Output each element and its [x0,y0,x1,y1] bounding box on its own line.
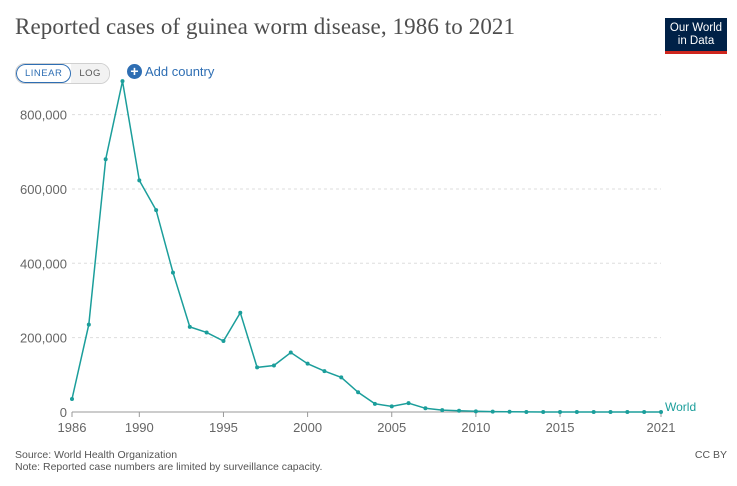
data-point[interactable] [625,409,630,414]
data-point[interactable] [288,350,293,355]
data-point[interactable] [305,361,310,366]
data-point[interactable] [103,157,108,162]
scale-toggle: LINEAR LOG [15,63,110,84]
x-tick-label: 2021 [647,420,676,435]
x-tick-label: 2010 [461,420,490,435]
data-point[interactable] [642,409,647,414]
data-point[interactable] [271,363,276,368]
data-point[interactable] [70,396,74,401]
y-tick-label: 200,000 [20,331,67,346]
footer-notes: Source: World Health Organization Note: … [15,449,322,473]
data-point[interactable] [86,322,91,327]
linear-scale-button[interactable]: LINEAR [16,64,72,83]
x-tick-label: 2015 [546,420,575,435]
data-point[interactable] [574,409,579,414]
data-point[interactable] [406,401,411,406]
data-point[interactable] [524,409,529,414]
data-point[interactable] [120,79,125,84]
x-tick-label: 1986 [58,420,87,435]
plus-icon: + [127,64,142,79]
data-point[interactable] [170,270,175,275]
data-point[interactable] [440,408,445,413]
series-label-world[interactable]: World [665,400,696,414]
chart-title: Reported cases of guinea worm disease, 1… [15,14,516,39]
data-point[interactable] [608,409,613,414]
data-point[interactable] [423,406,428,411]
x-tick-label: 1995 [209,420,238,435]
x-tick-label: 2000 [293,420,322,435]
log-scale-button[interactable]: LOG [71,64,109,83]
data-point[interactable] [154,208,159,213]
y-axis-ticks: 0 200,000 400,000 600,000 800,000 [20,108,67,420]
x-tick-label: 2005 [377,420,406,435]
note-text: Note: Reported case numbers are limited … [15,461,323,473]
data-point[interactable] [372,401,377,406]
source-text: Source: World Health Organization [15,449,178,461]
series-world: World [70,79,696,414]
y-tick-label: 400,000 [20,256,67,271]
data-point[interactable] [238,310,243,315]
data-point[interactable] [507,409,512,414]
logo-line-2: in Data [677,34,715,47]
data-point[interactable] [659,409,663,414]
logo-line-1: Our World [669,22,723,34]
add-country-button[interactable]: + Add country [127,64,214,79]
y-tick-label: 0 [60,405,67,420]
data-point[interactable] [356,390,361,395]
data-point[interactable] [187,324,192,329]
data-point[interactable] [457,408,462,413]
data-point[interactable] [473,409,478,414]
data-point[interactable] [389,404,394,409]
license-link[interactable]: CC BY [694,449,727,461]
data-point[interactable] [221,338,226,343]
add-country-label: Add country [145,64,215,79]
x-axis: 1986 1990 1995 2000 2005 2010 2015 2021 [58,411,676,435]
data-point[interactable] [322,369,327,374]
data-point[interactable] [541,409,546,414]
data-point[interactable] [204,330,209,335]
data-point[interactable] [490,409,495,414]
data-point[interactable] [339,375,344,380]
series-line-world[interactable] [71,80,661,413]
our-world-in-data-logo[interactable]: Our World in Data [665,18,727,54]
data-point[interactable] [137,178,142,183]
data-point[interactable] [591,409,596,414]
data-point[interactable] [255,365,260,370]
y-tick-label: 800,000 [20,108,67,123]
data-point[interactable] [558,409,563,414]
y-tick-label: 600,000 [20,182,67,197]
x-tick-label: 1990 [125,420,154,435]
